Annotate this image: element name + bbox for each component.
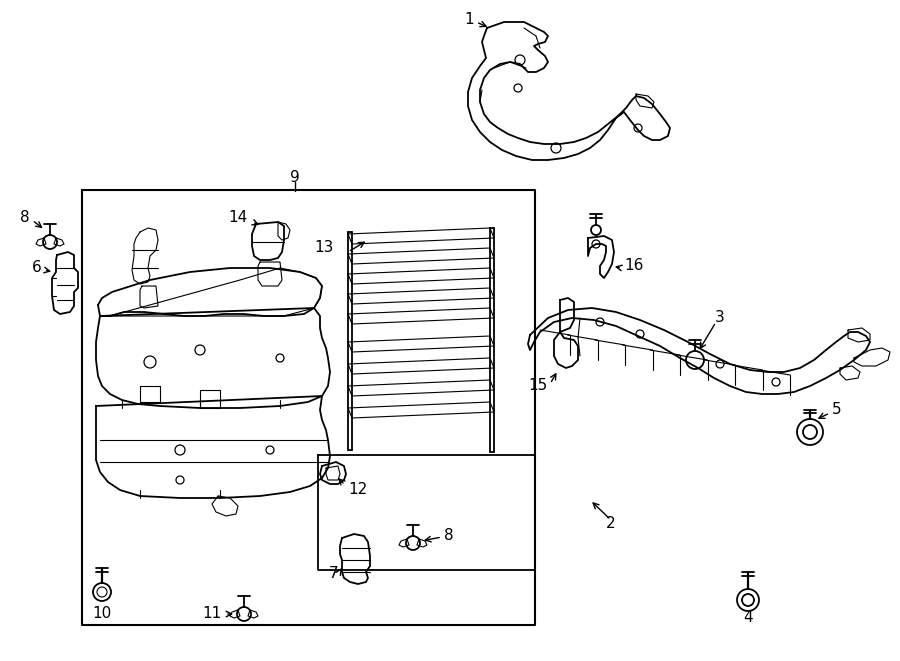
Text: 8: 8 [21,210,30,225]
Text: 11: 11 [202,607,222,621]
Text: 14: 14 [229,210,248,225]
Text: 7: 7 [328,566,338,580]
Text: 2: 2 [607,516,616,531]
Text: 15: 15 [529,379,548,393]
Text: 5: 5 [832,403,842,418]
Text: 13: 13 [315,241,334,256]
Text: 16: 16 [624,258,644,274]
Text: 6: 6 [32,260,42,276]
Text: 8: 8 [444,527,454,543]
Text: 1: 1 [464,13,474,28]
Text: 9: 9 [290,171,300,186]
Text: 4: 4 [743,611,752,625]
Text: 10: 10 [93,607,112,621]
Text: 3: 3 [716,311,724,325]
Text: 12: 12 [348,483,367,498]
